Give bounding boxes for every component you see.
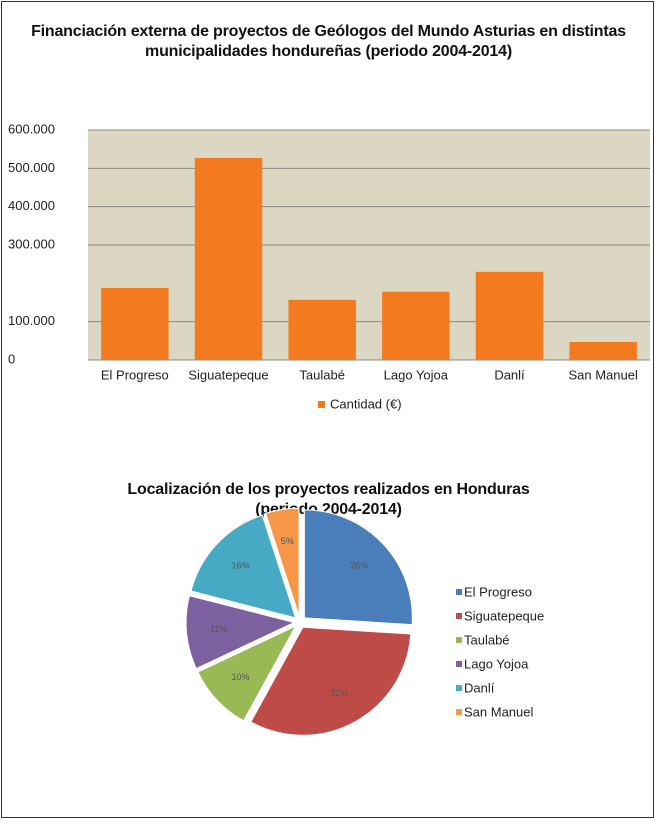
legend-label: Siguatepeque (464, 608, 544, 623)
x-tick-label: San Manuel (568, 367, 637, 382)
bar (101, 287, 169, 360)
pie-slice (190, 514, 297, 619)
y-tick-label: 300.000 (8, 236, 55, 251)
chart-title: Localización de los proyectos realizados… (127, 481, 530, 518)
slice-label: 32% (330, 688, 348, 698)
x-tick-label: Danlí (494, 367, 525, 382)
legend-swatch (456, 661, 462, 667)
pie-slice (197, 624, 297, 722)
x-tick-label: Siguatepeque (188, 367, 268, 382)
bar (569, 341, 637, 360)
legend-swatch (456, 613, 462, 619)
bar (475, 271, 544, 360)
slice-label: 11% (210, 624, 227, 634)
x-tick-label: Lago Yojoa (384, 367, 449, 382)
bar (288, 299, 356, 360)
y-tick-label: 100.000 (8, 313, 55, 328)
y-tick-label: 600.000 (8, 121, 55, 136)
legend-label: Lago Yojoa (464, 656, 529, 671)
bar (194, 157, 263, 360)
slice-label: 16% (232, 561, 250, 571)
pie-slice (265, 507, 300, 617)
y-tick-label: 400.000 (8, 198, 55, 213)
slice-label: 10% (232, 672, 250, 682)
bar (382, 291, 450, 360)
legend-label: Cantidad (€) (330, 396, 402, 411)
slice-label: 26% (350, 561, 368, 571)
legend-label: San Manuel (464, 704, 533, 719)
pie-slice (303, 509, 413, 626)
legend-label: Taulabé (464, 632, 510, 647)
legend-swatch (456, 589, 462, 595)
x-tick-label: Taulabé (299, 367, 345, 382)
pie-slice (250, 626, 412, 736)
legend-swatch (456, 637, 462, 643)
legend-swatch (318, 401, 325, 408)
y-tick-label: 500.000 (8, 160, 55, 175)
legend-swatch (456, 685, 462, 691)
y-tick-label: 0 (8, 351, 15, 366)
slice-label: 5% (281, 536, 294, 546)
x-tick-label: El Progreso (101, 367, 169, 382)
pie-slice (185, 595, 296, 670)
legend-swatch (456, 709, 462, 715)
legend-label: El Progreso (464, 584, 532, 599)
chart-title: Financiación externa de proyectos de Geó… (31, 23, 626, 60)
legend-label: Danlí (464, 680, 495, 695)
